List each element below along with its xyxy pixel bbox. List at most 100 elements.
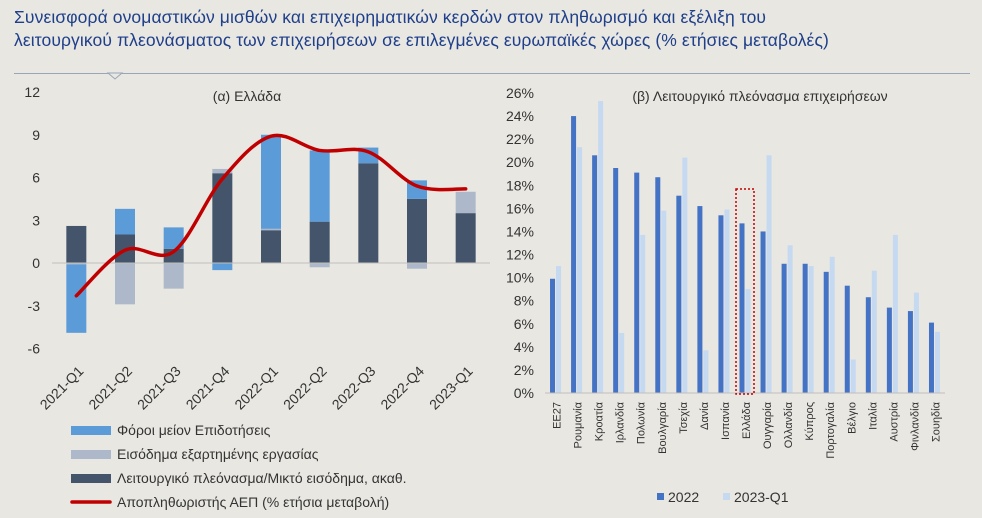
x-tick-label: Βέλγιο [846, 402, 858, 434]
chart-greece-title: (α) Ελλάδα [213, 88, 281, 104]
bar-surplus [212, 173, 233, 263]
bar-bar2022 [760, 231, 766, 393]
bar-compensation [309, 263, 330, 268]
y-tick-label: 10% [506, 270, 534, 286]
bar-bar2022 [928, 322, 934, 393]
title-notch [106, 72, 124, 80]
x-tick-label: Κύπρος [804, 402, 816, 441]
y-tick-label: 8% [514, 293, 534, 309]
x-tick-label: Ολλανδία [783, 401, 795, 448]
bar-bar2022 [865, 297, 871, 393]
page-title: Συνεισφορά ονομαστικών μισθών και επιχει… [14, 6, 974, 52]
legend-swatch-surplus [71, 474, 111, 483]
bar-bar2022 [739, 223, 745, 393]
x-tick-label: 2021-Q3 [134, 363, 184, 413]
bar-bar2023 [703, 350, 709, 393]
y-tick-label: 20% [506, 154, 534, 170]
y-tick-label: 18% [506, 177, 534, 193]
bar-taxes [261, 134, 281, 229]
x-tick-label: 2021-Q2 [85, 363, 135, 413]
bar-surplus [358, 163, 379, 263]
bar-bar2023 [556, 266, 562, 393]
legend-swatch-bar2023 [723, 493, 730, 500]
bar-surplus [309, 221, 330, 263]
x-tick-label: Ουγγαρία [762, 401, 774, 449]
bar-bar2022 [781, 263, 787, 393]
bar-bar2023 [682, 157, 688, 393]
x-tick-label: 2022-Q1 [231, 363, 281, 413]
x-tick-label: Ιρλανδία [615, 401, 627, 443]
bar-taxes [309, 150, 330, 222]
title-line-2: λειτουργικού πλεονάσματος των επιχειρήσε… [14, 30, 829, 50]
bar-bar2022 [697, 206, 703, 393]
bar-compensation [115, 263, 135, 305]
x-tick-label: 2022-Q3 [329, 363, 379, 413]
bar-compensation [163, 263, 184, 289]
y-tick-label: 9 [32, 127, 40, 143]
bar-bar2023 [913, 292, 919, 393]
legend-swatch-taxes [71, 426, 111, 435]
y-tick-label: 6 [32, 170, 40, 186]
bar-surplus [261, 230, 281, 263]
bar-taxes [163, 227, 184, 249]
bar-compensation [407, 263, 427, 269]
y-tick-label: 22% [506, 131, 534, 147]
bar-surplus [455, 213, 476, 263]
bar-bar2022 [634, 172, 640, 393]
bar-bar2022 [592, 155, 598, 393]
y-tick-label: 6% [514, 316, 534, 332]
bar-bar2023 [766, 155, 772, 393]
bar-bar2022 [655, 177, 661, 393]
bar-taxes [115, 208, 135, 235]
legend-label: Φόροι μείον Επιδοτήσεις [117, 422, 271, 438]
deflator-line [74, 133, 468, 298]
bar-bar2023 [850, 359, 856, 393]
bar-bar2022 [886, 307, 892, 393]
bar-bar2023 [745, 289, 751, 393]
bar-bar2023 [661, 210, 667, 393]
x-tick-label: Τσεχία [678, 401, 690, 433]
bar-bar2023 [640, 234, 646, 393]
x-tick-label: Δανία [699, 401, 711, 430]
legend-label: 2023-Q1 [734, 489, 789, 505]
bar-compensation [66, 263, 87, 265]
highlight-box-greece [735, 188, 755, 395]
x-tick-label: 2022-Q2 [280, 363, 330, 413]
bar-surplus [66, 225, 87, 263]
bar-compensation [455, 191, 476, 214]
x-tick-label: 2022-Q4 [377, 363, 427, 413]
bar-bar2023 [598, 101, 604, 394]
y-tick-label: 3 [32, 212, 40, 228]
x-tick-label: 2021-Q4 [183, 363, 233, 413]
bar-bar2023 [829, 256, 835, 393]
x-tick-label: Σουηδία [930, 401, 942, 442]
bar-bar2023 [619, 333, 625, 393]
bar-bar2022 [550, 278, 556, 393]
x-tick-label: 2023-Q1 [426, 363, 476, 413]
x-tick-label: Ισπανία [720, 401, 732, 440]
y-tick-label: 4% [514, 339, 534, 355]
x-tick-label: Κροατία [594, 401, 606, 441]
bar-bar2022 [676, 195, 682, 393]
y-tick-label: 0% [514, 385, 534, 401]
bar-compensation [261, 228, 281, 231]
title-divider [14, 73, 970, 74]
x-tick-label: Ελλάδα [741, 401, 753, 439]
bar-bar2023 [577, 147, 583, 393]
x-tick-label: Βουλγαρία [657, 401, 669, 454]
bar-bar2022 [571, 116, 577, 394]
y-tick-label: 24% [506, 108, 534, 124]
bar-bar2022 [844, 285, 850, 393]
x-tick-label: Ρουμανία [573, 401, 585, 448]
legend-label: Εισόδημα εξαρτημένης εργασίας [117, 446, 319, 462]
chart-surplus-title: (β) Λειτουργικό πλεόνασμα επιχειρήσεων [632, 88, 887, 104]
x-tick-label: ΕΕ27 [552, 402, 564, 429]
y-tick-label: -6 [28, 341, 41, 357]
y-tick-label: 12% [506, 247, 534, 263]
y-tick-label: 16% [506, 200, 534, 216]
y-tick-label: 26% [506, 85, 534, 101]
bar-bar2023 [892, 234, 898, 393]
y-tick-label: 2% [514, 362, 534, 378]
x-tick-label: Πολωνία [636, 401, 648, 444]
